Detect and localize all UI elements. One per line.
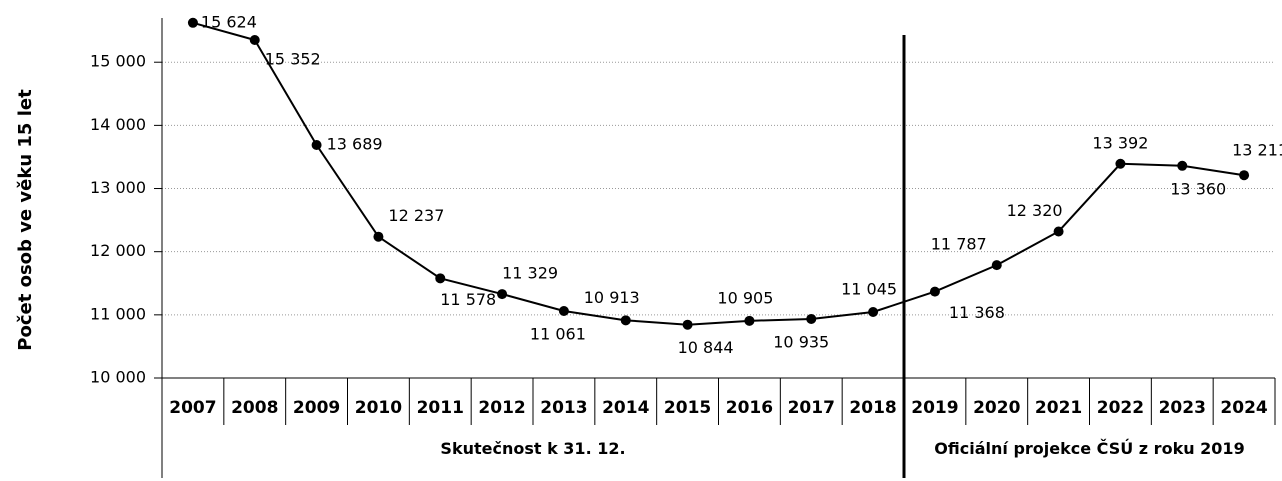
group-label: Oficiální projekce ČSÚ z roku 2019: [934, 439, 1244, 458]
point: [806, 313, 817, 324]
data-label: 10 913: [584, 288, 640, 307]
x-tick-label: 2008: [231, 398, 278, 418]
data-label: 12 237: [388, 206, 444, 225]
y-tick-label: 12 000: [90, 241, 146, 260]
data-label: 13 211: [1232, 141, 1282, 160]
point: [435, 273, 446, 284]
point: [991, 260, 1002, 271]
data-label: 11 045: [841, 280, 897, 299]
x-tick-label: 2013: [540, 398, 587, 418]
point: [744, 315, 755, 326]
point: [1177, 160, 1188, 171]
point: [187, 17, 198, 28]
data-label: 10 844: [678, 338, 734, 357]
x-tick-label: 2018: [849, 398, 896, 418]
group-label: Skutečnost k 31. 12.: [440, 439, 625, 458]
data-label: 11 329: [502, 264, 558, 283]
data-label: 15 624: [201, 12, 257, 31]
point: [1115, 158, 1126, 169]
x-tick-label: 2023: [1159, 398, 1206, 418]
x-tick-label: 2015: [664, 398, 711, 418]
line: [192, 21, 1245, 326]
y-axis-title: Počet osob ve věku 15 let: [15, 89, 36, 351]
data-label: 15 352: [265, 49, 321, 68]
point: [558, 305, 569, 316]
point: [929, 286, 940, 297]
point: [682, 319, 693, 330]
data-label: 10 905: [717, 288, 773, 307]
point: [620, 315, 631, 326]
point: [373, 231, 384, 242]
y-tick-label: 15 000: [90, 52, 146, 71]
x-tick-label: 2022: [1097, 398, 1144, 418]
y-tick-label: 14 000: [90, 115, 146, 134]
y-tick-label: 11 000: [90, 304, 146, 323]
x-tick-label: 2020: [973, 398, 1020, 418]
x-tick-label: 2019: [911, 398, 958, 418]
x-tick-label: 2021: [1035, 398, 1082, 418]
point: [311, 140, 322, 151]
data-label: 12 320: [1007, 201, 1063, 220]
point: [497, 289, 508, 300]
x-tick-label: 2010: [355, 398, 402, 418]
point: [1053, 226, 1064, 237]
x-tick-label: 2007: [169, 398, 216, 418]
point: [249, 34, 260, 45]
x-tick-label: 2016: [726, 398, 773, 418]
point: [868, 307, 879, 317]
data-label: 13 689: [327, 135, 383, 154]
data-label: 11 787: [931, 235, 987, 254]
y-tick-label: 10 000: [90, 368, 146, 387]
data-label: 11 061: [530, 324, 586, 343]
x-tick-label: 2009: [293, 398, 340, 418]
x-tick-label: 2014: [602, 398, 649, 418]
data-label: 13 392: [1092, 133, 1148, 152]
x-tick-label: 2024: [1220, 398, 1267, 418]
data-label: 11 368: [949, 303, 1005, 322]
x-tick-label: 2017: [788, 398, 835, 418]
data-label: 10 935: [773, 332, 829, 351]
point: [1239, 170, 1250, 181]
data-label: 11 578: [440, 290, 496, 309]
y-tick-label: 13 000: [90, 178, 146, 197]
data-label: 13 360: [1170, 179, 1226, 198]
x-tick-label: 2011: [417, 398, 464, 418]
x-tick-label: 2012: [478, 398, 525, 418]
